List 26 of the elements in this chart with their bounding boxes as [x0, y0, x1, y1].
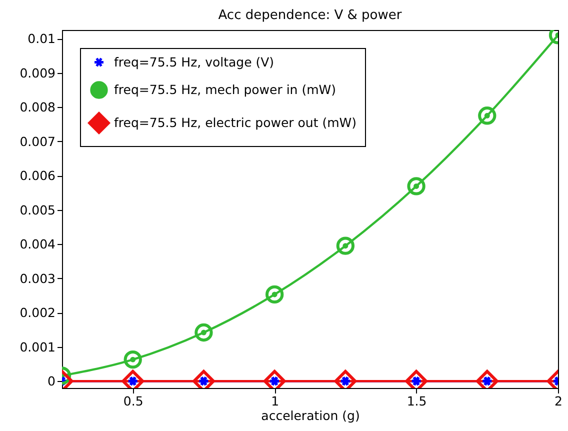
point [478, 106, 496, 125]
point [265, 285, 284, 304]
point [194, 323, 213, 342]
y-tick-label: 0.01 [28, 31, 56, 46]
chart-title: Acc dependence: V & power [218, 8, 402, 23]
point [336, 236, 355, 255]
x-axis-title: acceleration (g) [261, 408, 360, 423]
y-tick-label: 0.001 [20, 339, 56, 354]
y-tick-label: 0.006 [20, 168, 56, 184]
y-tick-label: 0.009 [20, 65, 56, 80]
y-tick-label: 0 [48, 374, 56, 389]
x-tick-label: 1.5 [406, 394, 427, 408]
y-tick-label: 0.004 [20, 236, 56, 252]
point [124, 350, 142, 369]
y-tick-label: 0.002 [20, 305, 56, 320]
y-tick-label: 0.005 [20, 202, 56, 218]
x-tick-label: 2 [554, 394, 562, 408]
legend-label: freq=75.5 Hz, voltage (V) [114, 54, 274, 70]
y-tick-label: 0.008 [20, 100, 56, 115]
y-tick-label: 0.007 [20, 134, 56, 149]
x-tick-label: 0.5 [123, 394, 144, 408]
y-tick-label: 0.003 [20, 270, 56, 286]
legend-label: freq=75.5 Hz, electric power out (mW) [114, 115, 357, 130]
x-tick-label: 1 [271, 394, 280, 408]
legend-label: freq=75.5 Hz, mech power in (mW) [114, 82, 336, 97]
point [407, 177, 426, 196]
